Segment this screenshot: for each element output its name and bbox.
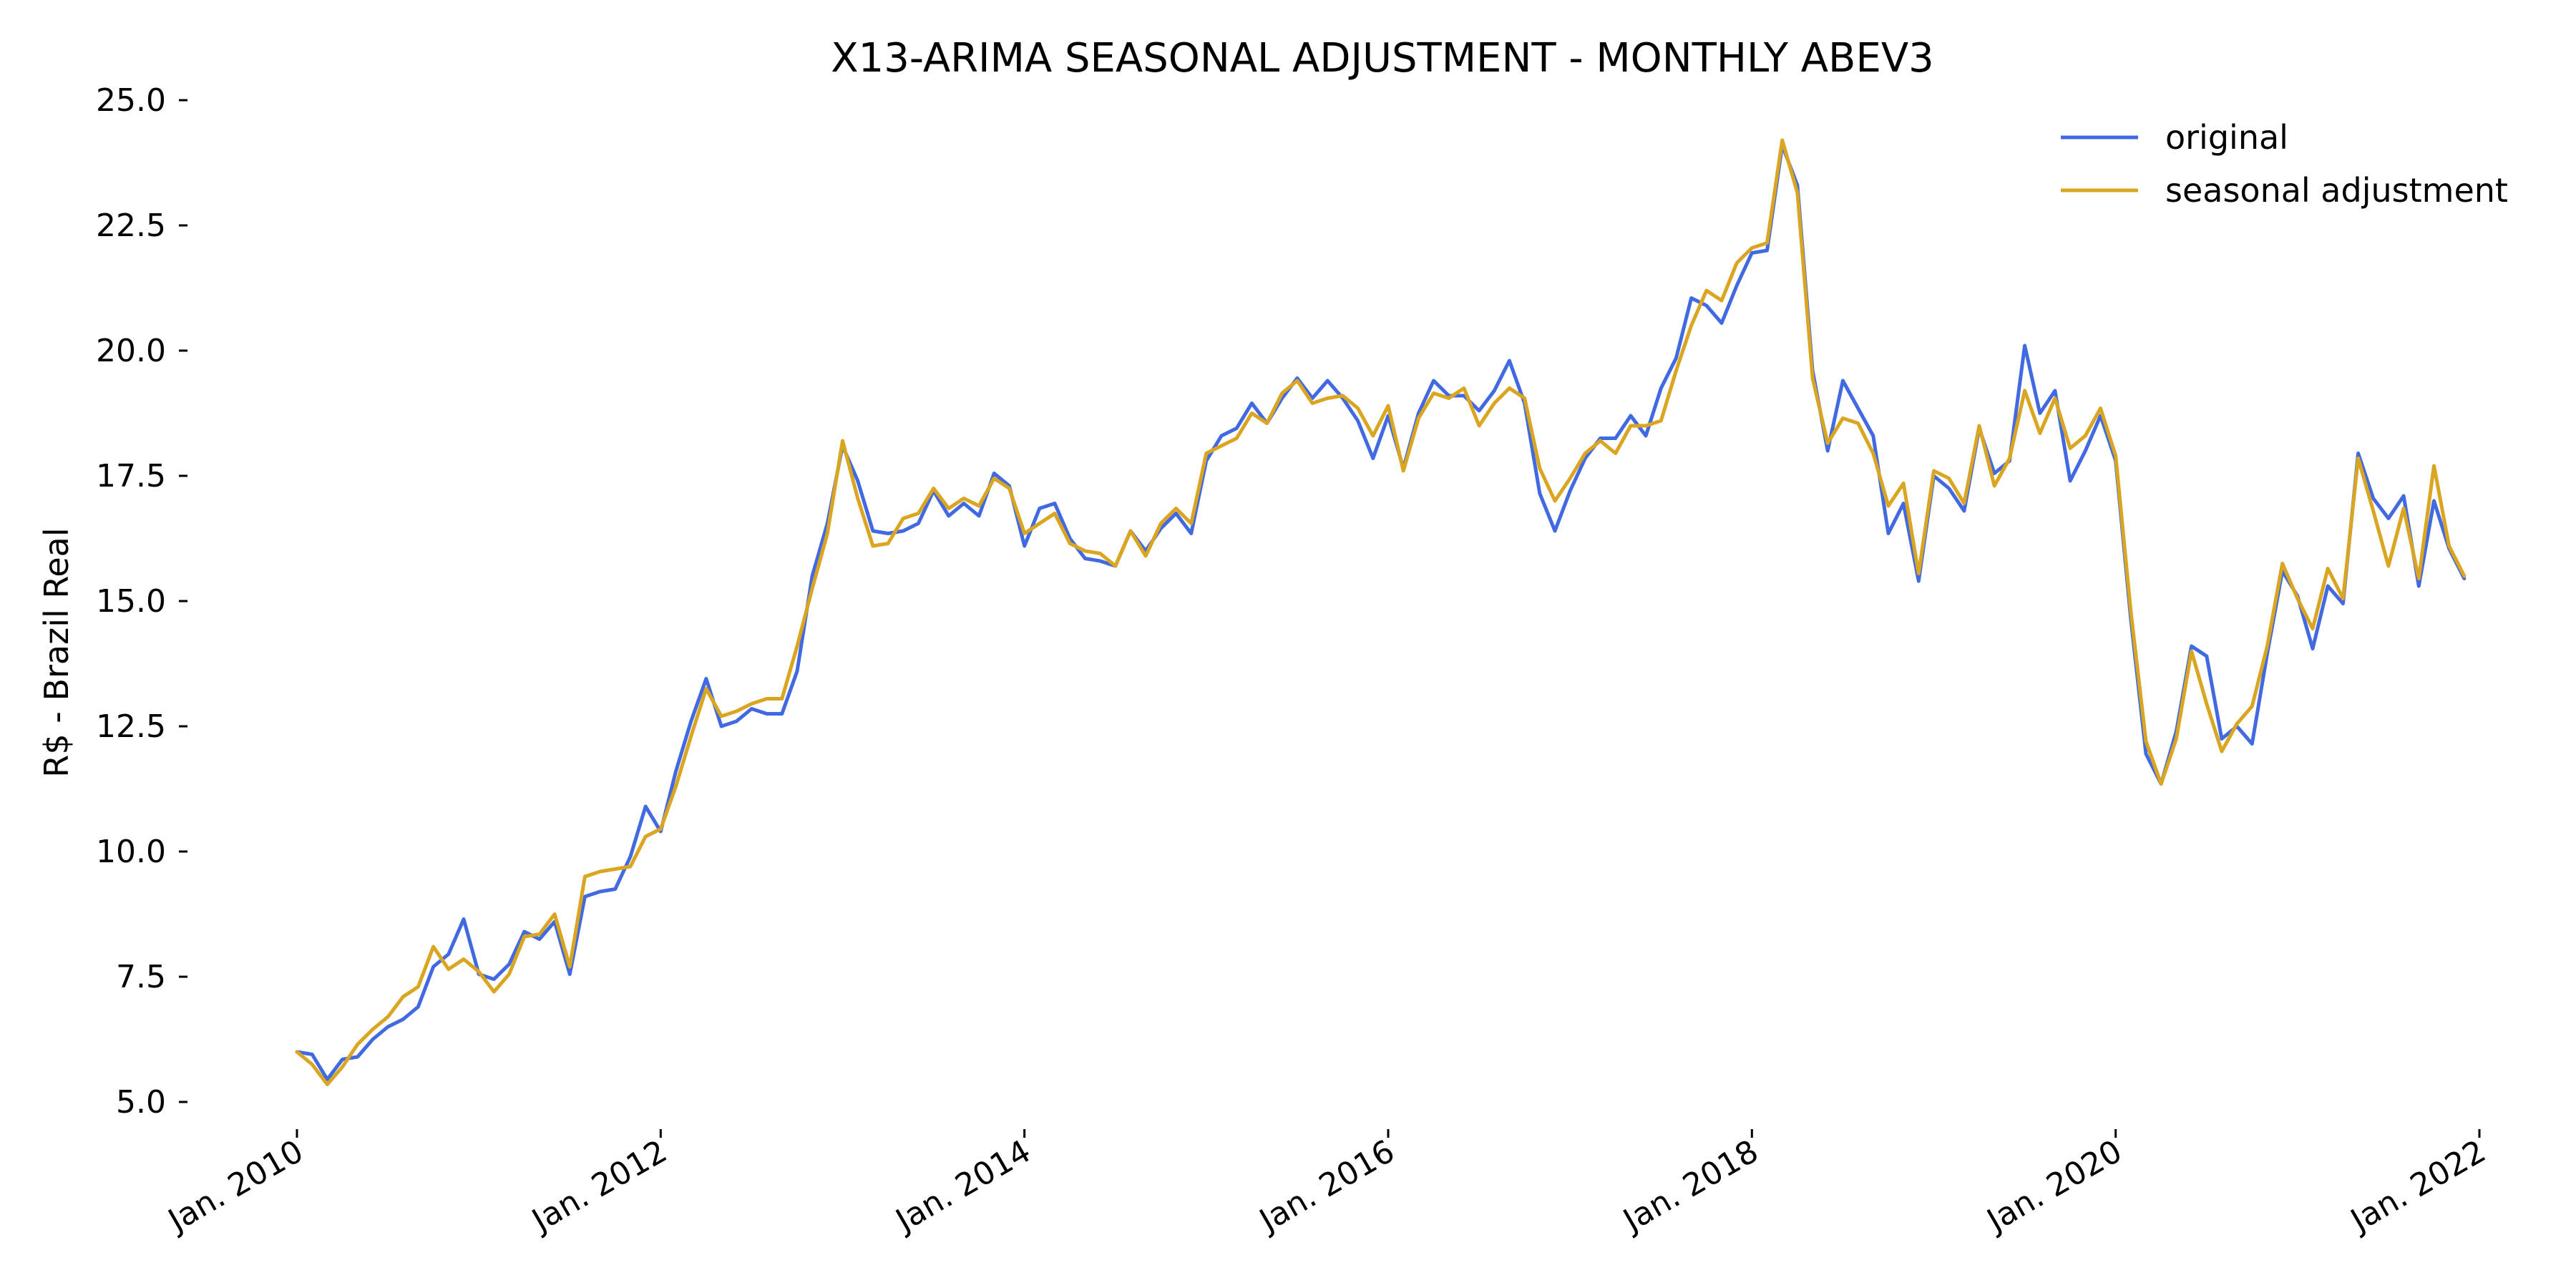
y-axis-label: R$ - Brazil Real: [37, 527, 76, 777]
chart-title: X13-ARIMA SEASONAL ADJUSTMENT - MONTHLY …: [831, 35, 1934, 82]
y-tick-label: 7.5: [116, 959, 166, 995]
x-tick-label: Jan. 2022: [2343, 1133, 2492, 1240]
legend-label-original: original: [2165, 118, 2288, 157]
y-tick-label: 12.5: [96, 708, 166, 745]
x-tick-label: Jan. 2016: [1252, 1133, 1400, 1240]
legend-label-seasonal-adjustment: seasonal adjustment: [2165, 171, 2508, 210]
y-axis: 25.0 22.5 20.0 17.5 15.0 12.5 10.0 7.5 5.0: [96, 82, 187, 1121]
y-tick-label: 25.0: [96, 82, 166, 119]
x-tick-label: Jan. 2012: [525, 1133, 673, 1240]
legend: original seasonal adjustment: [2061, 118, 2508, 210]
x-tick-label: Jan. 2020: [1979, 1133, 2128, 1240]
y-tick-label: 5.0: [116, 1084, 166, 1121]
x-tick-label: Jan. 2018: [1616, 1133, 1765, 1240]
y-tick-label: 10.0: [96, 834, 166, 870]
y-tick-label: 20.0: [96, 333, 166, 369]
y-tick-label: 15.0: [96, 583, 166, 620]
y-tick-label: 22.5: [96, 208, 166, 244]
series-line-original: [295, 143, 2467, 1081]
x-tick-label: Jan. 2010: [160, 1133, 309, 1240]
series-layer: [295, 138, 2467, 1086]
series-line-seasonal-adjustment: [295, 138, 2467, 1086]
x-tick-label: Jan. 2014: [888, 1133, 1037, 1240]
y-tick-label: 17.5: [96, 458, 166, 494]
x-axis: Jan. 2010 Jan. 2012 Jan. 2014 Jan. 2016 Jan.…: [160, 1129, 2492, 1240]
